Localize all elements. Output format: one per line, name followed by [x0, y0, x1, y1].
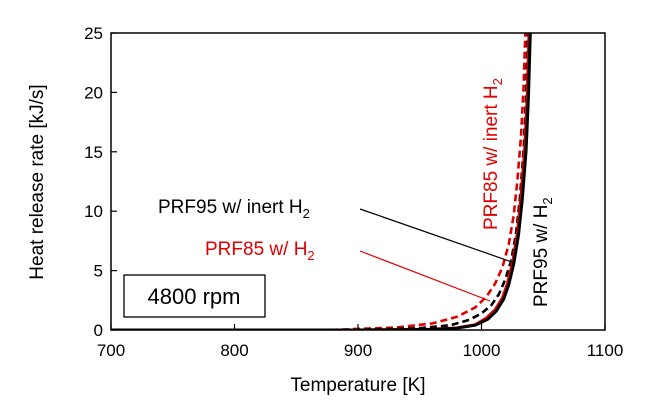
series-line-prf95-w-h2 — [111, 33, 532, 330]
annotation-prf85-h2: PRF85 w/ H2 — [205, 239, 315, 263]
annotation-prf85-inert-h2: PRF85 w/ inert H2 — [481, 78, 505, 230]
y-tick-label: 15 — [84, 143, 103, 162]
curves-layer — [111, 33, 532, 330]
x-tick-label: 800 — [220, 341, 248, 360]
x-tick-label: 900 — [344, 341, 372, 360]
annotation-prf95-h2: PRF95 w/ H2 — [531, 197, 555, 307]
leader-prf85-h2 — [359, 250, 491, 302]
x-axis-label: Temperature [K] — [290, 375, 425, 396]
y-axis-label: Heat release rate [kJ/s] — [27, 84, 48, 279]
rpm-box — [123, 274, 266, 318]
y-tick-label: 20 — [84, 83, 103, 102]
series-line-prf85-w-inert-h2 — [111, 33, 527, 330]
y-tick-label: 0 — [94, 321, 103, 340]
x-tick-label: 700 — [97, 341, 125, 360]
leader-prf95-inert — [359, 208, 513, 263]
plot-frame — [110, 32, 606, 331]
y-tick-label: 10 — [84, 202, 103, 221]
y-tick-label: 5 — [94, 262, 103, 281]
annotation-prf95-inert-h2: PRF95 w/ inert H2 — [158, 197, 310, 221]
ticks-layer: 700 800 900 1000 1100 0 5 10 15 20 25 — [84, 24, 623, 360]
x-tick-label: 1100 — [587, 341, 624, 360]
rpm-label: 4800 rpm — [148, 284, 241, 309]
y-tick-label: 25 — [84, 24, 103, 43]
x-tick-label: 1000 — [463, 341, 501, 360]
